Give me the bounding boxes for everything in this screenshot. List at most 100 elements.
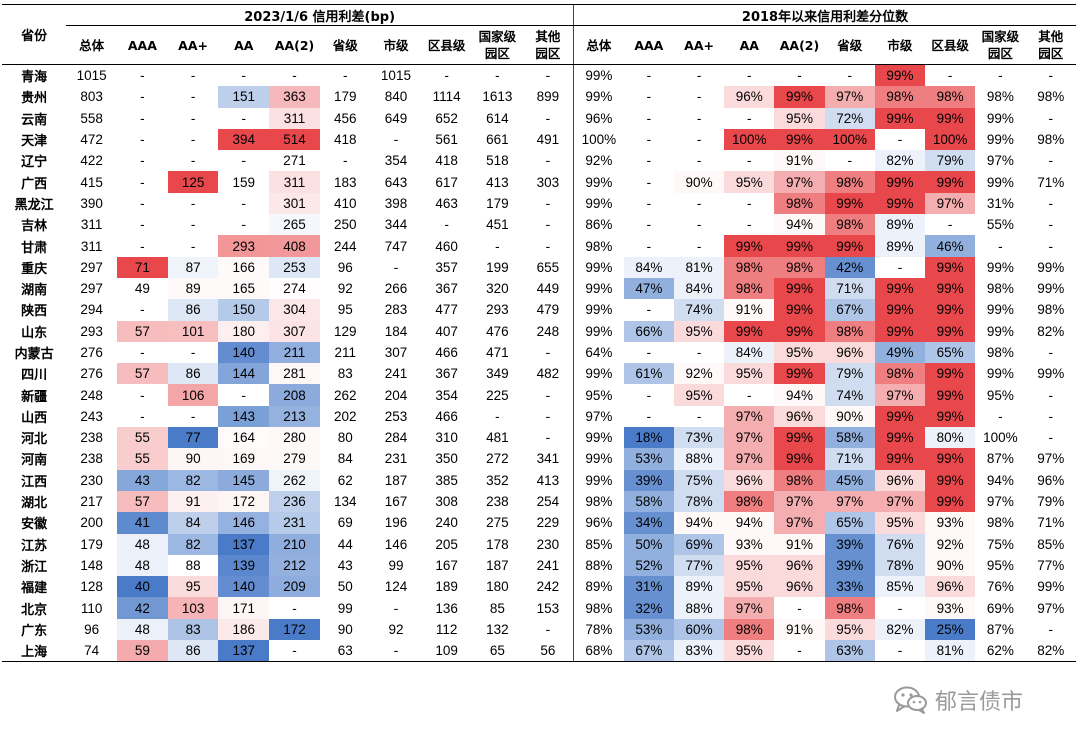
- percentile-cell: 75%: [986, 536, 1014, 552]
- province-cell: 内蒙古: [14, 347, 54, 362]
- spread-cell: 250: [333, 217, 357, 233]
- percentile-cell: 99%: [573, 64, 624, 87]
- spread-cell: 276: [80, 345, 103, 360]
- spread-cell: -: [545, 345, 551, 360]
- spread-cell: 254: [536, 494, 560, 510]
- table-row: 山东 293 57 101 180 307 129 184 407 476 248 99% 66% 95%…: [2, 320, 1076, 342]
- percentile-cell: 98%: [774, 256, 825, 278]
- percentile-cell: 97%: [774, 512, 825, 534]
- spread-cell: -: [190, 89, 196, 105]
- spread-cell: 187: [486, 557, 509, 573]
- spread-cell: -: [140, 387, 145, 403]
- spread-cell: 491: [536, 132, 560, 148]
- province-cell: 广东: [21, 623, 48, 639]
- spread-cell: 518: [486, 153, 509, 169]
- percentile-cell: 83%: [673, 640, 725, 663]
- spread-cell: 143: [218, 405, 270, 428]
- percentile-cell: -: [747, 110, 752, 126]
- percentile-cell: 99%: [573, 448, 624, 470]
- spread-cell: 344: [384, 217, 408, 233]
- spread-cell: 294: [80, 302, 103, 318]
- percentile-cell: -: [1048, 621, 1053, 637]
- spread-cell: -: [241, 195, 247, 211]
- spread-cell: 109: [421, 640, 473, 663]
- spread-cell: 41: [117, 512, 168, 534]
- percentile-cell: -: [1048, 345, 1053, 360]
- province-cell: 山西: [21, 410, 48, 426]
- percentile-cell: 82%: [874, 150, 926, 172]
- spread-cell: 110: [80, 600, 103, 616]
- percentile-cell: 79%: [925, 150, 976, 172]
- spread-cell: 357: [435, 259, 458, 275]
- spread-cell: -: [190, 195, 196, 211]
- header-row-columns: 总体 AAA AA+ AA AA(2) 省级 市级 区县级 国家级 园区 其他 园区 总体 AAA AA…: [2, 25, 1076, 65]
- percentile-cell: 84%: [673, 277, 725, 300]
- percentile-cell: 99%: [774, 277, 825, 300]
- percentile-cell: 78%: [874, 554, 926, 577]
- spread-cell: 643: [384, 174, 408, 190]
- province-cell: 天津: [21, 134, 48, 150]
- spread-cell: 481: [486, 430, 509, 446]
- province-cell: 辽宁: [21, 155, 48, 171]
- percentile-cell: -: [646, 408, 652, 424]
- percentile-cell: 97%: [1037, 600, 1065, 616]
- spread-cell: -: [140, 217, 145, 233]
- percentile-cell: 98%: [824, 320, 875, 342]
- percentile-cell: 96%: [874, 469, 926, 491]
- percentile-cell: 95%: [774, 107, 825, 129]
- spread-cell: 48: [117, 533, 168, 555]
- percentile-cell: 99%: [774, 427, 825, 449]
- percentile-cell: 99%: [874, 277, 926, 300]
- percentile-cell: 99%: [925, 490, 976, 513]
- spread-cell: 179: [80, 536, 103, 552]
- percentile-cell: 95%: [986, 557, 1014, 573]
- spread-cell: 476: [486, 323, 509, 339]
- percentile-cell: 92%: [573, 150, 624, 172]
- percentile-cell: 53%: [623, 448, 674, 470]
- percentile-cell: 99%: [1037, 259, 1065, 275]
- table-row: 江西 230 43 82 145 262 62 187 385 352 413 99% 39% 75% 96…: [2, 469, 1076, 491]
- percentile-cell: 99%: [874, 299, 926, 321]
- spread-cell: 77: [167, 427, 219, 449]
- percentile-cell: 39%: [824, 533, 875, 555]
- spread-cell: 229: [536, 515, 560, 531]
- spread-cell: 145: [218, 469, 270, 491]
- percentile-cell: 95%: [986, 387, 1014, 403]
- percentile-cell: 53%: [623, 618, 674, 641]
- percentile-cell: 95%: [673, 320, 725, 342]
- percentile-cell: 98%: [724, 490, 775, 513]
- spread-cell: 212: [269, 554, 320, 577]
- percentile-cell: 79%: [1037, 494, 1065, 510]
- percentile-cell: -: [1048, 153, 1053, 169]
- percentile-cell: 97%: [986, 153, 1014, 169]
- spread-cell: 92: [388, 621, 404, 637]
- percentile-cell: 97%: [824, 490, 875, 513]
- spread-cell: 649: [384, 110, 408, 126]
- percentile-cell: 99%: [925, 277, 976, 300]
- province-cell: 青海: [21, 70, 48, 86]
- province-cell: 广西: [21, 176, 48, 192]
- header-row-groups: 省份 2023/1/6 信用利差(bp) 2018年以来信用利差分位数: [2, 4, 1076, 65]
- percentile-cell: -: [897, 259, 903, 275]
- spread-cell: 840: [384, 89, 408, 105]
- percentile-cell: 99%: [925, 320, 976, 342]
- percentile-cell: -: [797, 68, 802, 84]
- pct-col-header-5: 省级: [824, 25, 875, 65]
- percentile-cell: 97%: [724, 427, 775, 449]
- percentile-cell: -: [646, 302, 652, 318]
- percentile-cell: -: [1048, 68, 1053, 84]
- spread-cell: 150: [218, 299, 270, 321]
- spread-cell: 202: [333, 408, 357, 424]
- spread-cell: 352: [486, 472, 509, 488]
- table-row: 新疆 248 - 106 - 208 262 204 354 225 - 95% - 95% - 94% 74%…: [2, 384, 1076, 406]
- spread-cell: 293: [486, 302, 509, 318]
- spread-cell: 479: [536, 302, 560, 318]
- percentile-cell: 94%: [724, 512, 775, 534]
- percentile-cell: 95%: [724, 363, 775, 385]
- percentile-cell: 99%: [774, 86, 825, 108]
- spread-cell: 367: [435, 281, 458, 297]
- spread-cell: 189: [435, 579, 458, 595]
- province-cell: 福建: [21, 581, 48, 597]
- spread-cell: 103: [167, 597, 219, 619]
- percentile-cell: 69%: [673, 533, 725, 555]
